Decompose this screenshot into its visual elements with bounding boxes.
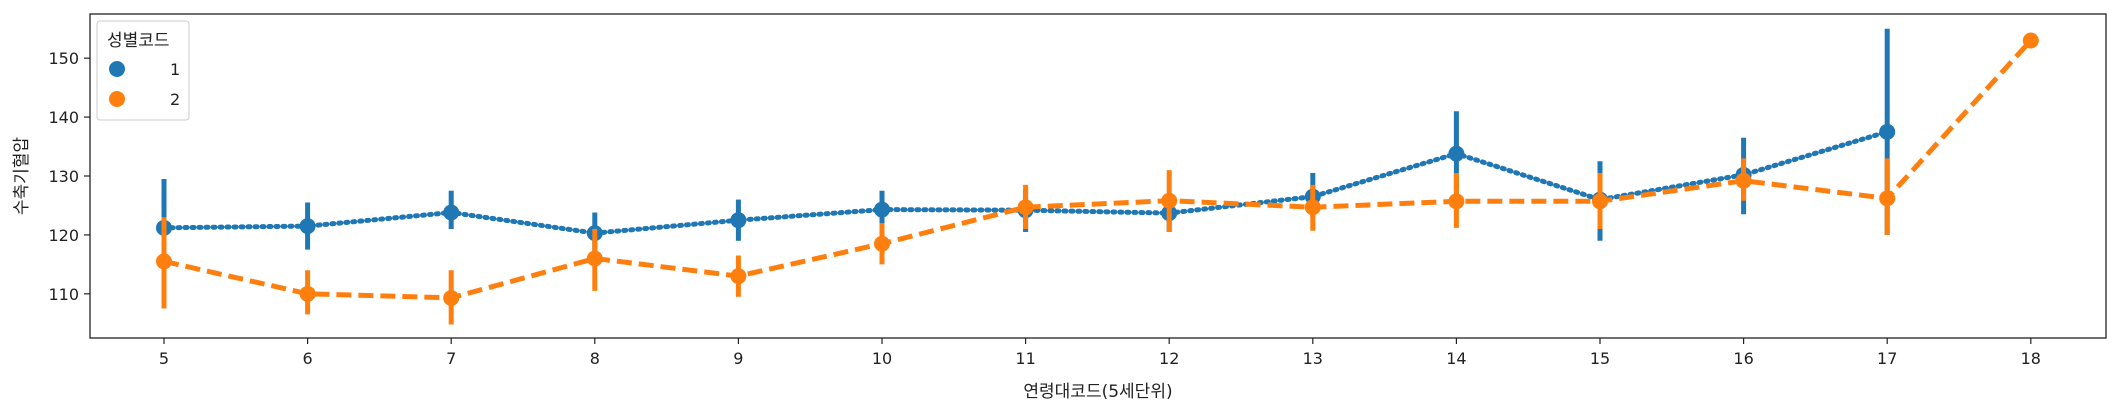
x-tick-label: 8 xyxy=(590,349,600,368)
x-tick-label: 12 xyxy=(1159,349,1179,368)
data-point xyxy=(730,268,747,285)
legend-label: 1 xyxy=(170,60,180,79)
plot-frame xyxy=(89,13,2107,339)
x-tick-label: 17 xyxy=(1877,349,1897,368)
y-axis-label: 수축기혈압 xyxy=(12,137,32,216)
x-tick-label: 5 xyxy=(159,349,169,368)
data-point xyxy=(1448,193,1465,210)
x-tick-label: 9 xyxy=(733,349,743,368)
x-tick-label: 11 xyxy=(1015,349,1035,368)
x-tick-label: 15 xyxy=(1590,349,1610,368)
data-point xyxy=(874,201,890,218)
data-point xyxy=(1735,172,1752,189)
data-point xyxy=(730,212,747,229)
plot-area xyxy=(156,28,2039,325)
x-tick-label: 18 xyxy=(2021,349,2041,368)
y-tick-label: 140 xyxy=(48,108,79,127)
data-point xyxy=(1304,199,1321,216)
x-tick-label: 7 xyxy=(446,349,456,368)
data-point xyxy=(156,253,172,270)
data-point xyxy=(443,204,460,221)
data-point xyxy=(1592,193,1608,210)
y-tick-label: 130 xyxy=(48,167,79,186)
y-tick-label: 110 xyxy=(48,285,79,304)
series-line xyxy=(163,38,2033,301)
data-point xyxy=(443,289,460,306)
legend-title: 성별코드 xyxy=(107,31,170,51)
data-point xyxy=(1879,190,1896,207)
data-point xyxy=(299,218,316,235)
data-point xyxy=(299,285,316,302)
data-point xyxy=(1161,192,1178,209)
data-point xyxy=(2022,32,2039,49)
series-2 xyxy=(156,32,2039,325)
data-point xyxy=(1017,199,1034,216)
y-tick-label: 150 xyxy=(48,49,79,68)
x-axis-label: 연령대코드(5세단위) xyxy=(1023,382,1172,402)
legend-marker xyxy=(109,61,125,77)
x-tick-label: 13 xyxy=(1303,349,1323,368)
data-point xyxy=(1448,145,1465,162)
data-point xyxy=(1879,123,1896,140)
x-tick-label: 16 xyxy=(1733,349,1753,368)
data-point xyxy=(874,235,890,252)
x-tick-label: 14 xyxy=(1446,349,1466,368)
y-tick-label: 120 xyxy=(48,226,79,245)
legend: 성별코드 1 2 xyxy=(96,20,190,121)
legend-marker xyxy=(109,91,125,107)
data-point xyxy=(586,250,603,267)
x-tick-label: 6 xyxy=(303,349,313,368)
legend-label: 2 xyxy=(170,90,180,109)
series-1 xyxy=(156,28,1896,268)
x-tick-label: 10 xyxy=(872,349,892,368)
